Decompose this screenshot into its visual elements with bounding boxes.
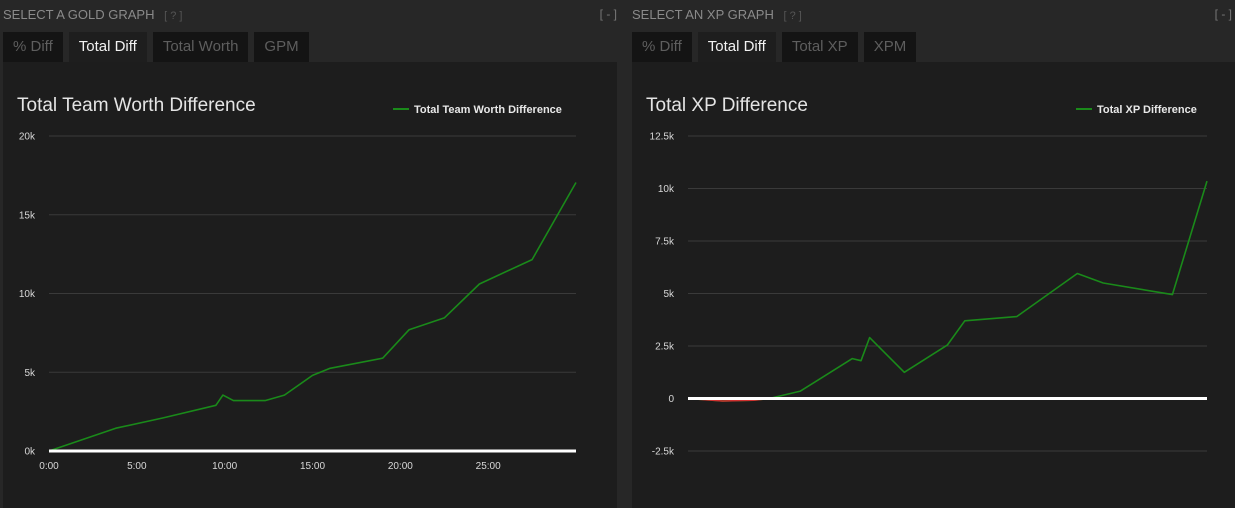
gold-x-tick-label: 0:00 — [39, 461, 59, 472]
gold-x-tick-label: 20:00 — [388, 461, 413, 472]
gold-panel-header: SELECT A GOLD GRAPH [ ? ] [ - ] — [3, 7, 617, 25]
xp-collapse-button[interactable]: [ - ] — [1214, 7, 1232, 21]
gold-x-tick-label: 5:00 — [127, 461, 147, 472]
gold-y-tick-label: 20k — [19, 132, 36, 143]
xp-chart-area: Total XP Difference -2.5k 0 2.5k 5k 7.5k 10k 12… — [632, 62, 1235, 508]
tab-xp-total-diff[interactable]: Total Diff — [697, 32, 776, 62]
xp-y-tick-label: 7.5k — [655, 237, 675, 248]
xp-legend-label: Total XP Difference — [1097, 104, 1197, 116]
tab-gold-total-diff[interactable]: Total Diff — [68, 32, 147, 62]
gold-y-tick-label: 0k — [24, 447, 36, 458]
xp-y-tick-label: 5k — [663, 289, 675, 300]
xp-graph-panel: SELECT AN XP GRAPH [ ? ] [ - ] % Diff To… — [632, 0, 1235, 508]
xp-y-tick-label: 12.5k — [650, 132, 675, 143]
tab-xp-xpm[interactable]: XPM — [863, 32, 917, 62]
xp-panel-header: SELECT AN XP GRAPH [ ? ] [ - ] — [632, 7, 1232, 25]
xp-series-line — [687, 180, 1208, 402]
xp-y-tick-label: 2.5k — [655, 342, 675, 353]
tab-gold-total-worth[interactable]: Total Worth — [152, 32, 249, 62]
gold-legend-label: Total Team Worth Difference — [414, 104, 562, 116]
gold-x-tick-label: 25:00 — [476, 461, 501, 472]
xp-y-tick-label: -2.5k — [652, 447, 675, 458]
xp-graph-tabs: % Diff Total Diff Total XP XPM — [632, 32, 917, 62]
xp-help-button[interactable]: [ ? ] — [783, 10, 802, 22]
gold-y-tick-label: 5k — [24, 368, 36, 379]
gold-y-tick-label: 10k — [19, 289, 36, 300]
gold-series-line — [48, 182, 577, 452]
gold-x-tick-label: 10:00 — [212, 461, 237, 472]
xp-chart-title: Total XP Difference — [646, 95, 808, 116]
tab-gold-percent-diff[interactable]: % Diff — [3, 32, 63, 62]
gold-collapse-button[interactable]: [ - ] — [599, 7, 617, 21]
gold-chart-title: Total Team Worth Difference — [17, 95, 256, 116]
gold-graph-panel: SELECT A GOLD GRAPH [ ? ] [ - ] % Diff T… — [3, 0, 617, 508]
gold-y-tick-label: 15k — [19, 210, 36, 221]
gold-graph-tabs: % Diff Total Diff Total Worth GPM — [3, 32, 309, 62]
gold-chart-area: Total Team Worth Difference 0k 5k 10k 15k 20k… — [3, 62, 617, 508]
xp-chart: Total XP Difference -2.5k 0 2.5k 5k 7.5k 10k 12… — [646, 95, 1208, 458]
gold-panel-title: SELECT A GOLD GRAPH — [3, 7, 155, 22]
gold-help-button[interactable]: [ ? ] — [164, 10, 183, 22]
tab-xp-percent-diff[interactable]: % Diff — [632, 32, 692, 62]
gold-chart: Total Team Worth Difference 0k 5k 10k 15k 20k… — [17, 95, 577, 472]
gold-x-tick-label: 15:00 — [300, 461, 325, 472]
xp-y-tick-label: 0 — [668, 394, 674, 405]
xp-y-tick-label: 10k — [658, 184, 675, 195]
tab-gold-gpm[interactable]: GPM — [254, 32, 309, 62]
xp-panel-title: SELECT AN XP GRAPH — [632, 7, 774, 22]
tab-xp-total-xp[interactable]: Total XP — [781, 32, 858, 62]
